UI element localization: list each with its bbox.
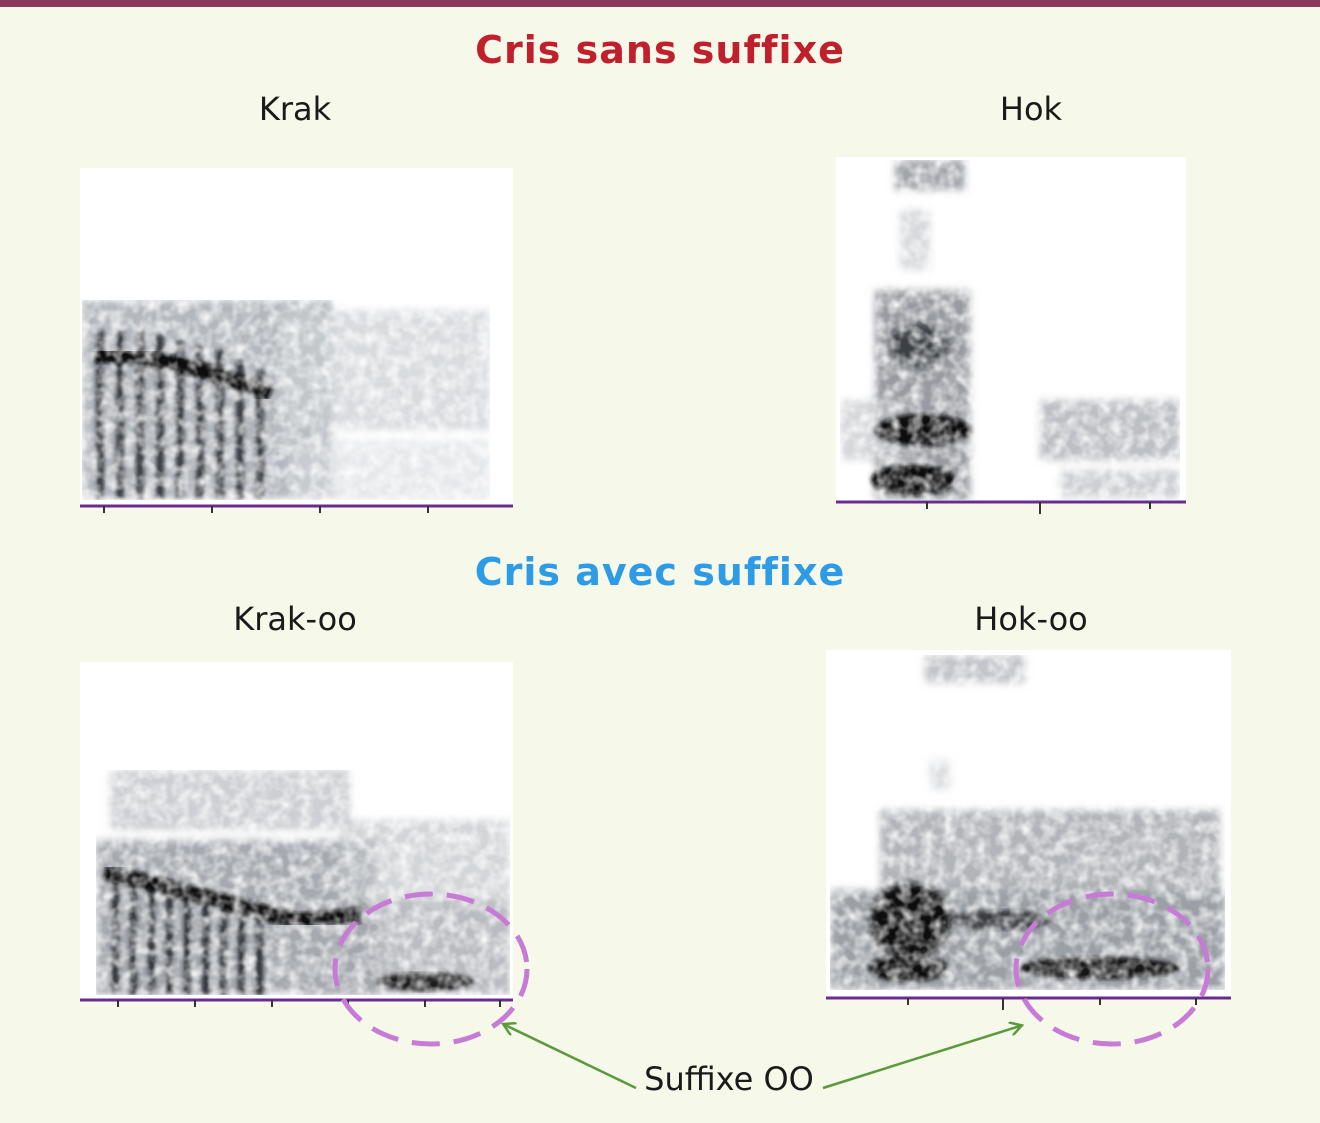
spectrogram-hok: [836, 157, 1186, 514]
label-hok: Hok: [999, 90, 1063, 128]
suffix-ellipse-krak-oo: [332, 891, 530, 1047]
annotation-suffixe-oo: Suffixe OO: [644, 1060, 814, 1098]
heading-cris-sans-suffixe: Cris sans suffixe: [475, 28, 845, 72]
label-hok-oo: Hok-oo: [974, 600, 1088, 638]
heading-cris-avec-suffixe: Cris avec suffixe: [474, 550, 846, 594]
arrow-to-krak-oo: [505, 1025, 637, 1090]
label-krak: Krak: [258, 90, 332, 128]
suffix-ellipse-hok-oo: [1013, 891, 1211, 1047]
spectrogram-krak-oo: [80, 662, 513, 1007]
label-krak-oo: Krak-oo: [233, 600, 357, 638]
top-rule: [0, 0, 1320, 7]
arrow-to-hok-oo: [822, 1026, 1020, 1090]
spectrogram-hok-oo: [826, 650, 1231, 1010]
spectrogram-krak: [80, 168, 513, 513]
